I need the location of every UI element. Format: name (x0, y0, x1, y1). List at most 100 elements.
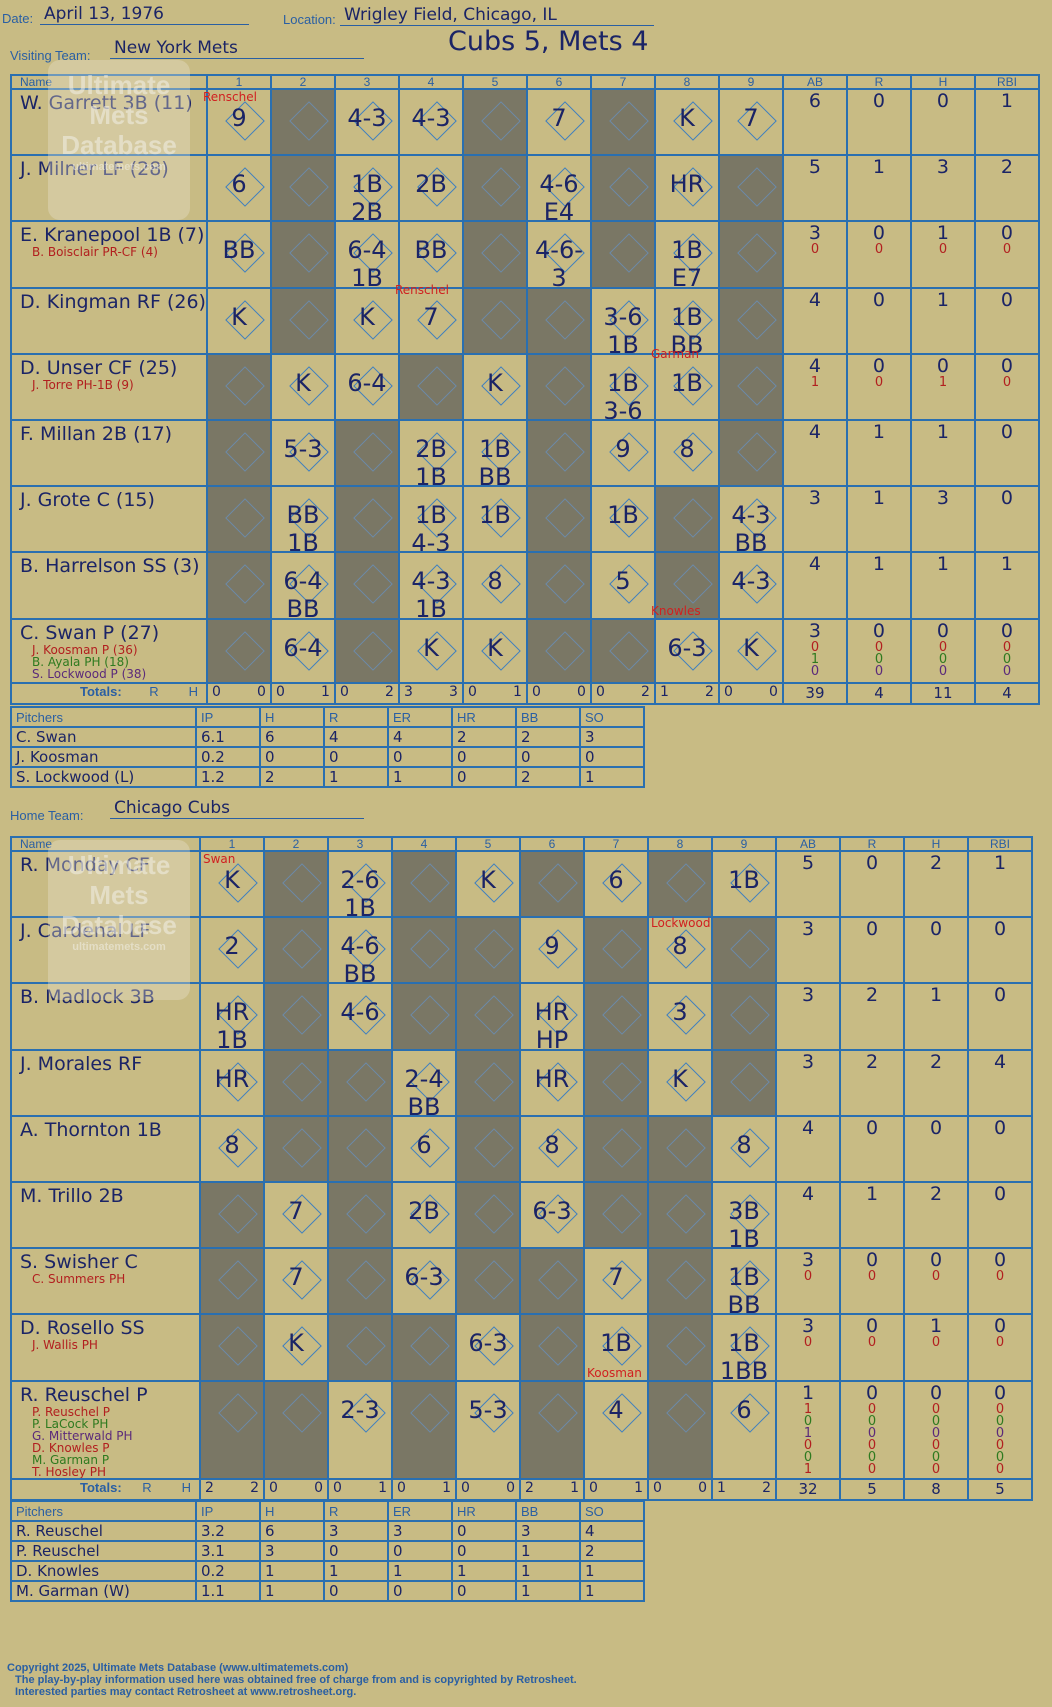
at-bat-cell (269, 154, 336, 223)
at-bat-cell: 8 (199, 1114, 265, 1183)
diamond-icon (353, 432, 393, 472)
stat-h: 2 (903, 1180, 969, 1250)
hits-label: H (188, 683, 198, 699)
pitcher-name: S. Lockwood (L) (10, 766, 197, 788)
batter-name: E. Kranepool 1B (7) (20, 224, 205, 247)
stat-value: 0 (1002, 374, 1012, 390)
batter-cell: M. Trillo 2B (10, 1180, 201, 1250)
diamond-icon (410, 929, 450, 969)
at-bat-cell (333, 485, 400, 554)
stat-value: 0 (1000, 222, 1014, 245)
stat-ab: 4 (781, 551, 848, 620)
grand-total-value: 11 (933, 683, 953, 702)
batter-name: F. Millan 2B (17) (20, 422, 173, 445)
at-bat-cell: 6-4 1B (333, 220, 400, 289)
stat-value: 0 (865, 1381, 879, 1404)
diamond-icon (225, 564, 265, 605)
at-bat-cell: HR (519, 1048, 585, 1117)
pitcher-name: C. Swan (10, 726, 197, 748)
batter-row: D. Rosello SS J. Wallis PH K 6-3 1B 1B 1BB 3 0 0… (10, 1313, 1033, 1382)
pitcher-stat: 1 (323, 766, 389, 788)
batter-row: B. Madlock 3B HR 1B 4-6 HR HP 3 3 2 1 0 (10, 982, 1033, 1051)
stat-value: 1 (929, 1315, 943, 1338)
at-bat-cell (589, 154, 656, 223)
stat-rbi: 2 (973, 154, 1040, 223)
at-bat-cell (583, 916, 649, 985)
at-bat-result: 9 (231, 104, 247, 132)
at-bat-cell (269, 220, 336, 289)
diamond-icon (289, 233, 329, 274)
at-bat-result: 4 (608, 1395, 624, 1424)
stat-value: 0 (874, 374, 884, 390)
diamond-icon (666, 1326, 706, 1367)
substitute-name: P. Reuschel P (32, 1404, 111, 1419)
at-bat-cell (461, 286, 528, 355)
col-header-inning: 8 (653, 74, 720, 90)
inning-hits: 1 (442, 1479, 451, 1496)
stat-value: 1 (810, 651, 820, 667)
diamond-icon (417, 365, 457, 406)
at-bat-cell: 1B (589, 485, 656, 554)
stat-value: 1 (803, 1461, 813, 1477)
at-bat-cell: 8 (711, 1114, 777, 1183)
stat-value: 0 (865, 1315, 879, 1338)
col-header-stat: H (909, 74, 976, 90)
at-bat-result: 1B (671, 368, 703, 397)
diamond-icon (673, 498, 713, 538)
stat-ab: 4 (781, 418, 848, 488)
stat-value: 0 (993, 918, 1007, 941)
at-bat-result: 6 (608, 866, 624, 894)
stat-value: 0 (929, 1381, 943, 1404)
at-bat-cell (717, 220, 784, 289)
stat-ab: 3 (775, 916, 841, 985)
at-bat-cell (205, 551, 272, 620)
diamond-icon (225, 498, 265, 538)
at-bat-result: 7 (551, 104, 567, 132)
stat-rbi: 0 (967, 982, 1033, 1051)
stat-h: 1 (909, 286, 976, 355)
grand-total: 5 (839, 1477, 905, 1501)
stat-value: 0 (872, 288, 886, 311)
inning-hits: 0 (314, 1479, 323, 1496)
grand-total: 4 (973, 681, 1040, 705)
stat-value: 2 (929, 1182, 943, 1205)
at-bat-result: 2-4 BB (404, 1064, 444, 1116)
at-bat-cell: 5-3 (455, 1379, 521, 1480)
at-bat-cell: 4 (583, 1379, 649, 1480)
stat-h: 1 (909, 418, 976, 488)
at-bat-cell (647, 1313, 713, 1382)
at-bat-cell: BB (205, 220, 272, 289)
stat-value: 0 (867, 1425, 877, 1441)
batter-cell: J. Grote C (15) (10, 485, 208, 554)
at-bat-cell (269, 286, 336, 355)
pitcher-stat: 3 (579, 726, 645, 748)
batter-row: D. Unser CF (25) J. Torre PH-1B (9) K 6-4 K 1… (10, 352, 1040, 421)
batter-row: S. Swisher CC. Summers PH 7 6-3 7 1B BB 1BB 3… (10, 1247, 1033, 1316)
pitcher-stat: 0.2 (195, 1560, 261, 1582)
batter-row: J. Grote C (15) BB 1B 1B 4-3 HP 1B 1B 4-3 BB 3… (10, 485, 1040, 554)
pitch-col-header: ER (387, 706, 453, 728)
col-header-inning: 7 (583, 836, 649, 852)
inning-runs: 3 (403, 683, 413, 700)
stat-value: 1 (1000, 90, 1014, 112)
stat-value: 0 (995, 1269, 1005, 1285)
pitcher-stat: 2 (515, 726, 581, 748)
pitcher-stat: 1 (451, 1560, 517, 1582)
stat-value: 2 (929, 1050, 943, 1073)
col-header-name: Name (10, 74, 208, 90)
at-bat-result: BB (222, 236, 256, 265)
at-bat-cell (455, 1114, 521, 1183)
pitcher-stat: 0 (387, 1580, 453, 1602)
batter-row: B. Harrelson SS (3) 6-4 BB 4-3 1B 2B 1B 8 5 4… (10, 551, 1040, 620)
inning-runs: 0 (211, 683, 221, 700)
diamond-icon (737, 233, 777, 274)
at-bat-result: 4-3 BB (731, 501, 771, 553)
at-bat-cell: HR (199, 1048, 265, 1117)
stat-value: 3 (808, 487, 822, 510)
at-bat-cell (583, 1048, 649, 1117)
at-bat-result: 7 (608, 1263, 624, 1292)
footer-copyright: Copyright 2025, Ultimate Mets Database (… (7, 1662, 349, 1674)
